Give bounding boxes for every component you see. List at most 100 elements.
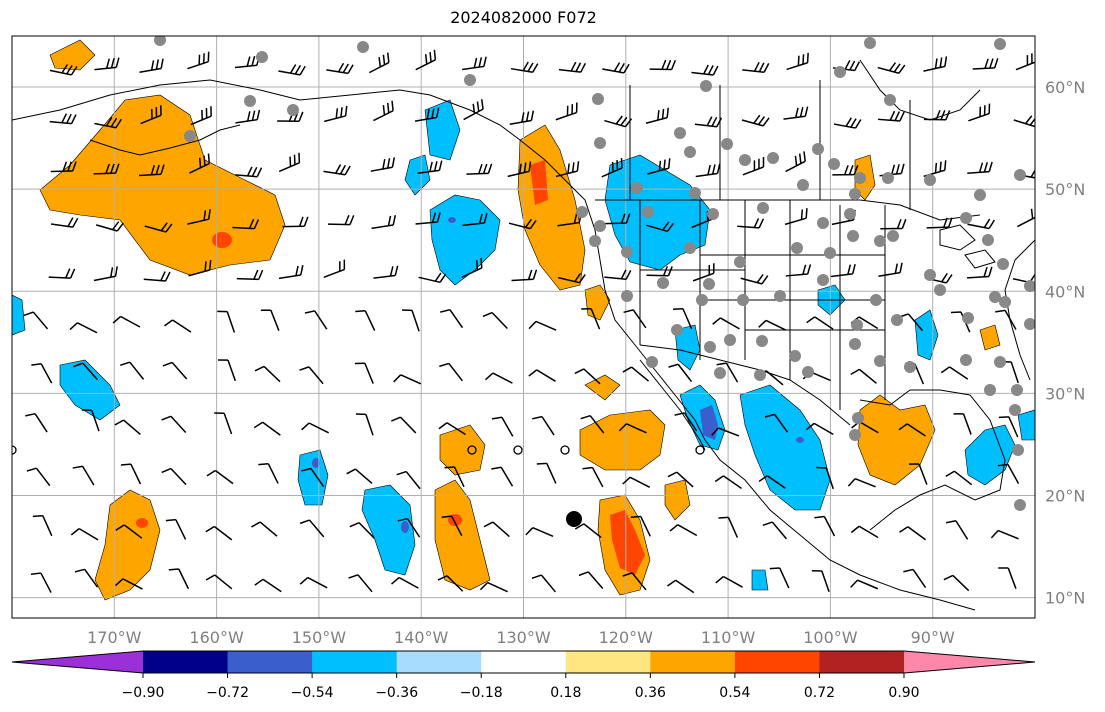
wind-barb: [555, 161, 580, 178]
wind-barb: [832, 164, 859, 176]
station-dot: [256, 51, 268, 63]
wind-barb: [805, 422, 834, 436]
wind-barb: [206, 469, 234, 485]
wind-barb: [674, 412, 698, 432]
station-dot: [1014, 169, 1026, 181]
station-dot: [357, 41, 369, 53]
station-dot: [621, 290, 633, 302]
station-dot: [674, 127, 686, 139]
station-dot: [884, 94, 896, 106]
wind-barb: [850, 368, 877, 384]
station-dot: [739, 154, 751, 166]
positive-core-south: [610, 510, 645, 575]
wind-barb: [623, 309, 647, 329]
wind-barb: [785, 264, 812, 277]
colorbar-tick-label: −0.54: [291, 685, 334, 701]
wind-barb: [368, 52, 390, 74]
latitude-tick-label: 20°N: [1045, 486, 1085, 505]
colorbar-tick-label: 0.90: [888, 685, 919, 701]
longitude-tick-label: 140°W: [394, 628, 449, 647]
positive-region-gulf: [857, 394, 936, 486]
wind-barb: [877, 62, 906, 74]
wind-barb: [323, 259, 346, 279]
wind-barb: [785, 151, 806, 173]
station-dot: [834, 66, 846, 78]
negative-core-pacific-nw: [448, 217, 456, 223]
wind-barb: [49, 64, 78, 76]
wind-barb: [668, 363, 693, 383]
calm-wind-ring: [513, 445, 523, 455]
station-dot: [646, 356, 658, 368]
wind-barb: [737, 218, 765, 229]
longitude-tick-label: 130°W: [496, 628, 551, 647]
wind-barb: [188, 259, 212, 277]
wind-barb: [786, 52, 809, 71]
wind-barb: [161, 415, 187, 434]
wind-barb: [418, 272, 447, 284]
negative-region-central-pacific: [361, 484, 416, 576]
wind-barb: [479, 581, 508, 593]
station-dot: [974, 189, 986, 201]
wind-barb: [139, 58, 164, 74]
wind-barb: [304, 310, 328, 330]
wind-barb: [299, 576, 328, 589]
station-dot: [874, 355, 886, 367]
station-dot: [757, 202, 769, 214]
longitude-tick-label: 100°W: [803, 628, 858, 647]
positive-core-southwest: [136, 518, 148, 528]
wind-barb: [511, 269, 538, 282]
longitude-tick-label: 120°W: [599, 628, 654, 647]
station-dot: [924, 269, 936, 281]
colorbar-segment: [650, 651, 736, 673]
wind-barb: [764, 413, 789, 433]
wind-barb: [666, 579, 695, 594]
wind-barb: [461, 257, 483, 278]
longitude-tick-label: 150°W: [292, 628, 347, 647]
station-dot: [671, 324, 683, 336]
station-dot: [704, 341, 716, 353]
wind-barb: [217, 310, 236, 333]
longitude-tick-label: 170°W: [87, 628, 142, 647]
wind-barb: [536, 462, 557, 484]
wind-barb: [355, 413, 374, 436]
latitude-tick-label: 60°N: [1045, 78, 1085, 97]
wind-barb-layer: [23, 49, 1035, 594]
positive-region-small-1: [584, 284, 611, 321]
positive-region-small-4: [979, 324, 1001, 351]
latitude-labels: 60°N 50°N 40°N 30°N 20°N 10°N: [1045, 78, 1085, 608]
wind-barb: [415, 212, 441, 225]
station-dot: [154, 36, 166, 46]
wind-barb: [558, 272, 586, 284]
wind-barb: [327, 214, 355, 226]
station-dot: [594, 137, 606, 149]
wind-barb: [299, 519, 325, 538]
colorbar-tick-label: −0.90: [122, 685, 165, 701]
wind-barb: [144, 222, 173, 233]
station-dot: [689, 187, 701, 199]
positive-region-baja-offshore: [579, 409, 666, 471]
wind-barb: [23, 311, 49, 330]
wind-barb: [402, 309, 420, 332]
wind-barb: [923, 56, 948, 72]
wind-barb: [953, 413, 972, 435]
station-dot: [684, 146, 696, 158]
wind-barb: [998, 416, 1019, 438]
station-dot: [989, 291, 1001, 303]
positive-region-small-3: [664, 479, 691, 521]
wind-barb: [254, 578, 282, 593]
wind-barb: [667, 471, 694, 488]
wind-barb: [214, 412, 233, 435]
wind-barb: [850, 579, 879, 590]
wind-barb: [966, 266, 993, 279]
wind-barb: [740, 274, 769, 285]
wind-barb: [558, 61, 587, 73]
wind-barb: [940, 366, 969, 380]
wind-barb: [391, 416, 417, 434]
coastline-gulf-of-mexico: [859, 389, 1006, 531]
wind-barb: [742, 61, 770, 74]
negative-region-hawaii-west: [59, 359, 121, 421]
wind-barb: [324, 105, 348, 123]
wind-barb: [669, 524, 698, 537]
calm-wind-ring: [695, 445, 705, 455]
station-dot: [789, 350, 801, 362]
